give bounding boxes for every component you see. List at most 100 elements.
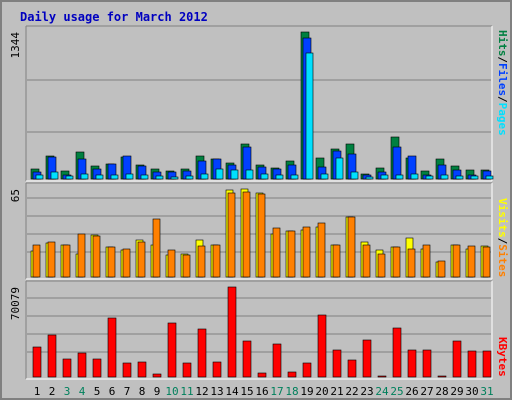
bar-pages-28 [440,174,449,180]
bar-kbytes-28 [437,375,447,378]
legend-hits-files-pages: Pages [496,103,509,136]
legend-visits-sites: / [496,238,509,245]
bar-kbytes-31 [482,350,492,378]
bar-kbytes-29 [452,340,462,378]
x-tick-label: 4 [79,385,86,398]
bar-kbytes-5 [92,358,102,378]
x-tick-label: 16 [255,385,268,398]
x-tick-label: 5 [94,385,101,398]
bar-sites-9 [152,218,161,278]
x-tick-label: 21 [330,385,343,398]
x-tick-label: 31 [480,385,493,398]
x-tick-label: 15 [240,385,253,398]
bar-kbytes-13 [212,361,222,378]
x-tick-label: 7 [124,385,131,398]
bar-sites-27 [422,244,431,278]
bar-pages-3 [65,175,74,180]
bar-pages-18 [290,174,299,180]
bar-pages-16 [260,173,269,180]
bar-pages-8 [140,174,149,180]
y-max-label: 65 [9,189,22,202]
bar-pages-29 [455,175,464,180]
legend-hits-files-pages: Files [496,63,509,96]
bar-pages-7 [125,173,134,180]
x-tick-label: 2 [49,385,56,398]
x-tick-label: 24 [375,385,389,398]
bar-kbytes-18 [287,371,297,378]
bar-kbytes-22 [347,359,357,378]
bar-kbytes-12 [197,328,207,378]
bar-sites-13 [212,244,221,278]
bar-sites-16 [257,193,266,278]
bar-files-25 [392,146,402,180]
bar-sites-20 [317,222,326,278]
x-tick-label: 9 [154,385,161,398]
bar-kbytes-21 [332,349,342,378]
bar-sites-23 [362,244,371,278]
bar-pages-10 [170,176,179,180]
y-max-label: 70079 [9,287,22,320]
bar-kbytes-16 [257,372,267,378]
x-tick-label: 29 [450,385,463,398]
bar-kbytes-11 [182,362,192,378]
bar-sites-17 [272,227,281,278]
bar-pages-31 [485,175,494,180]
x-tick-label: 8 [139,385,146,398]
x-tick-label: 23 [360,385,373,398]
bar-pages-6 [110,174,119,180]
bar-kbytes-1 [32,346,42,378]
bar-kbytes-15 [242,340,252,378]
bar-pages-5 [95,174,104,180]
x-tick-label: 26 [405,385,418,398]
bar-pages-26 [410,173,419,180]
bar-kbytes-6 [107,317,117,378]
bar-pages-25 [395,174,404,180]
bar-sites-14 [227,192,236,278]
bar-kbytes-24 [377,375,387,378]
bar-pages-27 [425,175,434,180]
legend-hits-files-pages: Hits [496,30,509,57]
x-tick-label: 18 [285,385,298,398]
x-tick-label: 22 [345,385,358,398]
x-tick-label: 17 [270,385,283,398]
bar-pages-11 [185,175,194,180]
bar-pages-19 [305,52,314,180]
x-tick-label: 14 [225,385,239,398]
bar-kbytes-4 [77,352,87,378]
x-tick-label: 6 [109,385,116,398]
bar-kbytes-8 [137,361,147,378]
bar-sites-30 [467,245,476,278]
x-tick-label: 19 [300,385,313,398]
bar-sites-29 [452,244,461,278]
bar-kbytes-10 [167,322,177,378]
bar-sites-1 [32,244,41,278]
bar-kbytes-20 [317,314,327,378]
bar-kbytes-3 [62,358,72,378]
x-tick-label: 11 [180,385,193,398]
legend-kbytes: KBytes [496,337,509,377]
bar-pages-14 [230,169,239,180]
panel-bg [26,26,492,181]
bar-kbytes-25 [392,327,402,378]
legend-hits-files-pages: / [496,56,509,63]
bar-pages-9 [155,175,164,180]
bar-sites-24 [377,253,386,278]
bar-sites-12 [197,245,206,278]
bar-sites-11 [182,254,191,278]
bar-sites-15 [242,191,251,278]
legend-visits-sites: Visits [496,198,509,238]
y-max-label: 1344 [9,32,22,59]
bar-pages-23 [365,176,374,180]
bar-pages-1 [35,174,44,180]
bar-kbytes-30 [467,350,477,378]
bar-pages-21 [335,157,344,180]
bar-sites-8 [137,241,146,278]
x-tick-label: 10 [165,385,178,398]
bar-pages-30 [470,175,479,180]
x-tick-label: 1 [34,385,41,398]
bar-kbytes-14 [227,286,237,378]
bar-pages-15 [245,169,254,180]
bar-sites-22 [347,216,356,278]
